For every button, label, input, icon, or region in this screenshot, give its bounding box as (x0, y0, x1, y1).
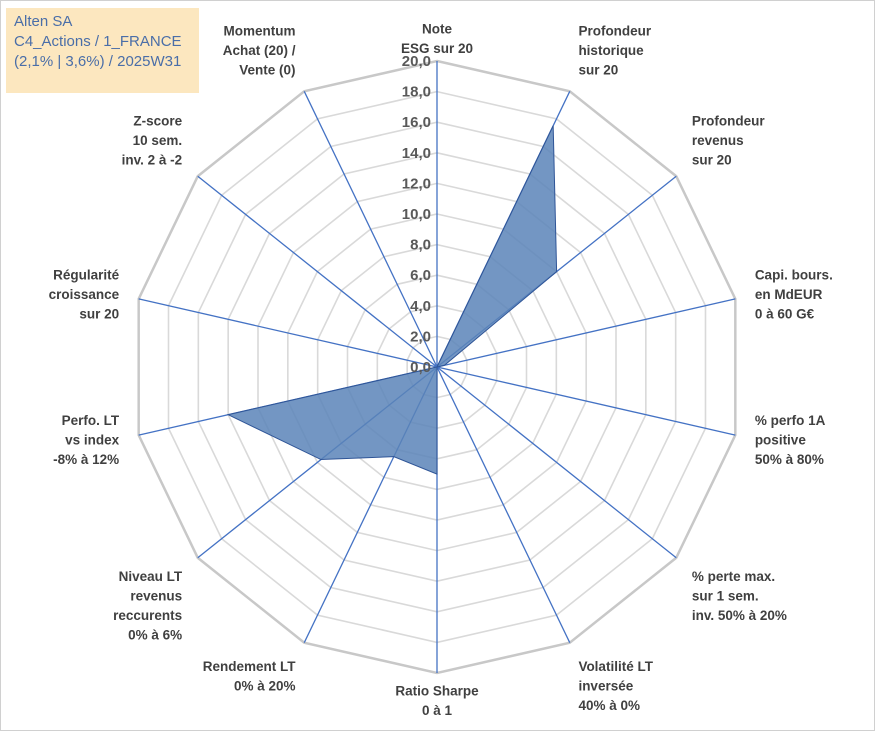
axis-label: Niveau LT revenus reccurents 0% à 6% (113, 569, 183, 643)
axis-label: Volatilité LT inversée 40% à 0% (578, 659, 653, 713)
axis-label: % perte max. sur 1 sem. inv. 50% à 20% (692, 569, 787, 623)
tick-label: 6,0 (410, 267, 431, 284)
axis-label: Rendement LT 0% à 20% (203, 659, 297, 694)
tick-label: 16,0 (402, 114, 431, 131)
data-area (226, 125, 558, 475)
axis-label: Note ESG sur 20 (401, 22, 473, 57)
axis-label: Z-score 10 sem. inv. 2 à -2 (122, 114, 183, 168)
info-period: (2,1% | 3,6%) / 2025W31 (14, 53, 182, 70)
axis-spoke (436, 366, 571, 643)
tick-label: 2,0 (410, 328, 431, 345)
info-box: Alten SA C4_Actions / 1_FRANCE (2,1% | 3… (6, 8, 199, 93)
tick-label: 8,0 (410, 237, 431, 254)
axis-label: Momentum Achat (20) / Vente (0) (223, 23, 296, 77)
axis-spoke (197, 175, 438, 368)
tick-label: 4,0 (410, 298, 431, 315)
axis-label: Profondeur historique sur 20 (578, 23, 651, 77)
tick-label: 18,0 (402, 84, 431, 101)
info-company: Alten SA (14, 13, 73, 30)
axis-label: Ratio Sharpe 0 à 1 (395, 684, 479, 719)
axis-label: % perfo 1A positive 50% à 80% (755, 413, 826, 467)
axis-spoke (436, 366, 677, 559)
tick-label: 14,0 (402, 145, 431, 162)
tick-label: 12,0 (402, 175, 431, 192)
axis-label: Profondeur revenus sur 20 (692, 114, 765, 168)
info-category: C4_Actions / 1_FRANCE (14, 33, 182, 50)
axis-spoke (303, 91, 438, 368)
tick-label: 0,0 (410, 359, 431, 376)
axis-spoke (138, 298, 438, 368)
axis-label: Régularité croissance sur 20 (49, 268, 120, 322)
tick-label: 10,0 (402, 206, 431, 223)
tick-label: 20,0 (402, 53, 431, 70)
axis-spoke (436, 366, 736, 436)
axis-spoke (436, 298, 736, 368)
axis-label: Perfo. LT vs index -8% à 12% (53, 413, 120, 467)
axis-label: Capi. bours. en MdEUR 0 à 60 G€ (755, 268, 833, 322)
